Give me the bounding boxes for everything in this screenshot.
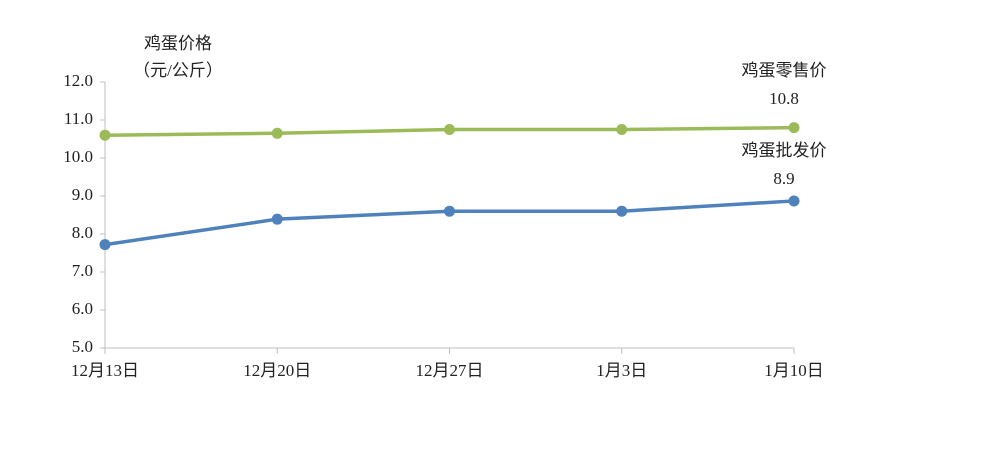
x-tick-label: 1月10日	[764, 361, 824, 380]
x-tick-label: 12月27日	[416, 361, 484, 380]
y-tick-label: 9.0	[72, 185, 93, 204]
y-tick-label: 6.0	[72, 299, 93, 318]
data-point	[616, 124, 628, 135]
data-point	[444, 205, 455, 217]
y-axis-title: （元/公斤）	[133, 61, 223, 80]
y-tick-label: 5.0	[72, 337, 93, 356]
data-point	[788, 195, 800, 207]
data-point	[444, 124, 455, 135]
data-point	[271, 127, 283, 139]
x-tick-label: 1月3日	[596, 361, 647, 380]
x-tick-label: 12月13日	[71, 361, 139, 380]
data-point	[616, 205, 628, 217]
series-label: 鸡蛋批发价	[742, 141, 827, 160]
data-point	[788, 122, 800, 134]
y-tick-label: 11.0	[64, 109, 93, 128]
y-tick-label: 12.0	[63, 71, 93, 90]
y-axis-title: 鸡蛋价格	[144, 34, 212, 53]
data-point	[99, 239, 111, 251]
y-tick-label: 7.0	[72, 261, 93, 280]
data-point	[99, 129, 111, 141]
x-tick-label: 12月20日	[243, 361, 311, 380]
data-point	[271, 213, 283, 225]
series-label: 鸡蛋零售价	[742, 61, 827, 80]
data-label: 8.9	[773, 169, 794, 188]
y-tick-label: 8.0	[72, 223, 93, 242]
data-label: 10.8	[769, 89, 799, 108]
y-tick-label: 10.0	[63, 147, 93, 166]
